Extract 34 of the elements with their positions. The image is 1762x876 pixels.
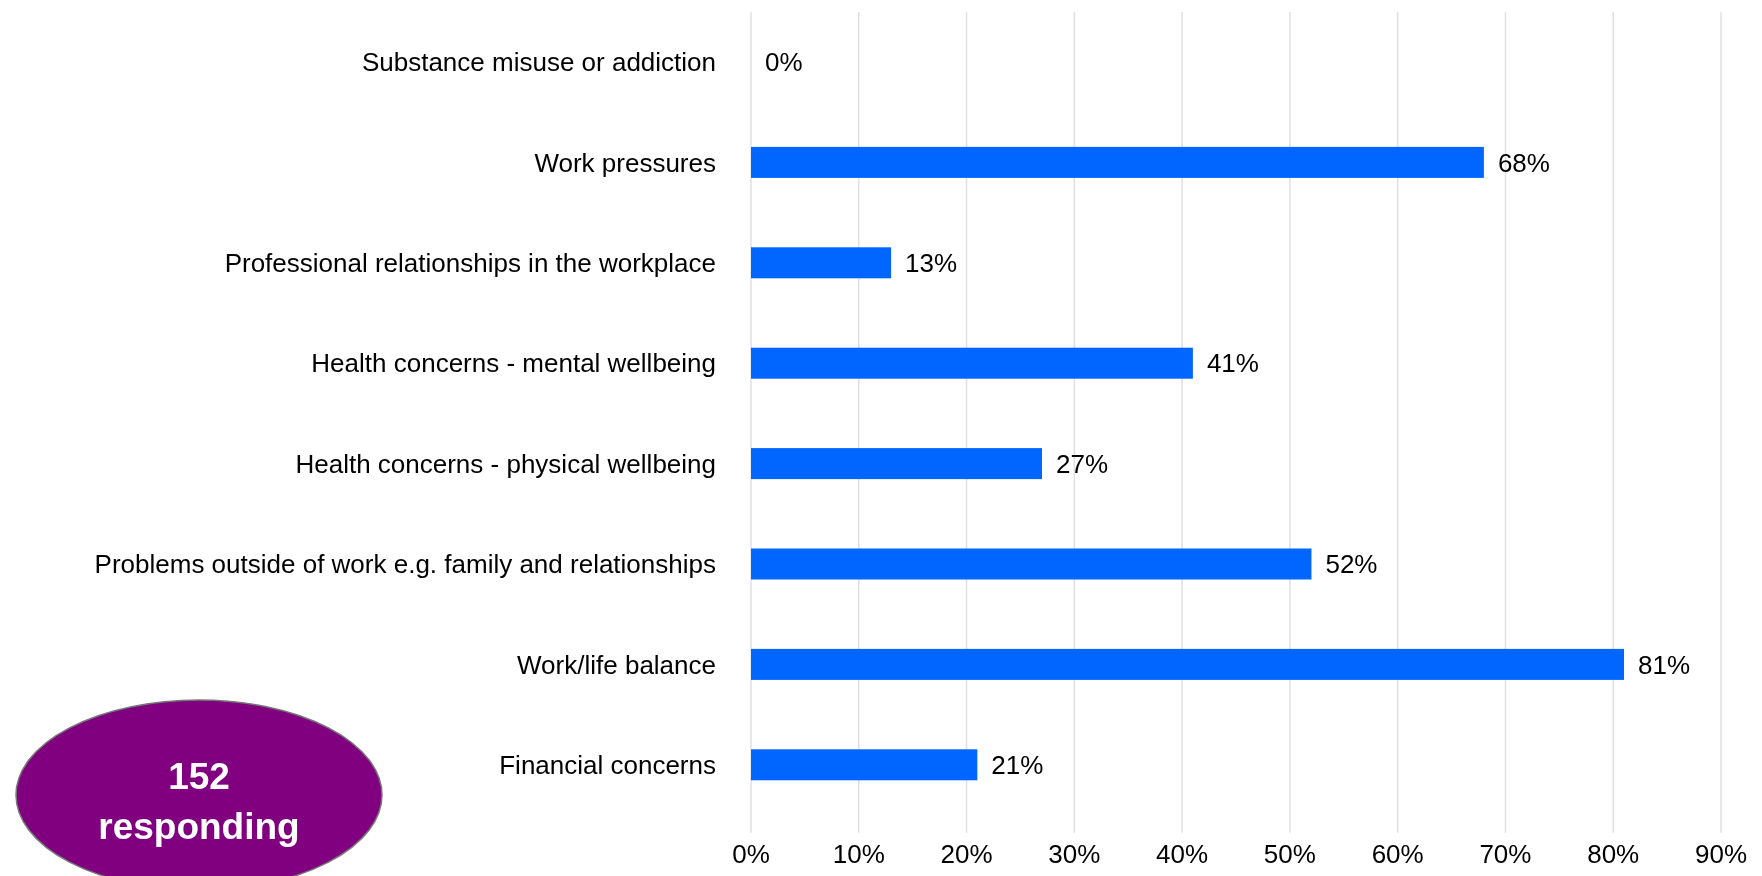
- x-tick-label: 50%: [1263, 839, 1316, 869]
- y-tick-label: Substance misuse or addiction: [361, 47, 716, 78]
- x-tick-label: 10%: [832, 839, 885, 869]
- data-label: 0%: [765, 47, 803, 78]
- bar: [751, 146, 1484, 178]
- bar: [751, 247, 892, 279]
- x-tick-label: 40%: [1156, 839, 1209, 869]
- bar: [751, 749, 978, 781]
- x-tick-label: 70%: [1479, 839, 1532, 869]
- data-label: 52%: [1325, 549, 1378, 580]
- y-tick-label: Health concerns - physical wellbeing: [295, 448, 716, 479]
- x-tick-label: 60%: [1371, 839, 1424, 869]
- data-label: 27%: [1056, 448, 1109, 479]
- bar: [751, 648, 1624, 680]
- y-tick-label: Work pressures: [534, 147, 716, 178]
- y-tick-label: Problems outside of work e.g. family and relationships: [94, 549, 716, 580]
- bar: [751, 448, 1042, 480]
- data-label: 21%: [991, 749, 1044, 780]
- x-tick-label: 0%: [732, 839, 770, 869]
- data-label: 41%: [1206, 348, 1259, 379]
- text: 152 responding: [98, 756, 300, 847]
- bar: [751, 548, 1312, 580]
- x-tick-label: 90%: [1694, 839, 1748, 869]
- y-tick-label: Work/life balance: [517, 649, 716, 680]
- bar: [751, 347, 1193, 379]
- y-tick-label: Health concerns - mental wellbeing: [311, 348, 716, 379]
- y-tick-label: Financial concerns: [499, 749, 716, 780]
- data-label: 81%: [1638, 649, 1691, 680]
- data-label: 68%: [1497, 147, 1550, 178]
- x-tick-label: 20%: [940, 839, 993, 869]
- data-label: 13%: [905, 247, 958, 278]
- x-tick-label: 30%: [1048, 839, 1101, 869]
- y-tick-label: Professional relationships in the workplace: [224, 247, 716, 278]
- x-tick-label: 80%: [1587, 839, 1640, 869]
